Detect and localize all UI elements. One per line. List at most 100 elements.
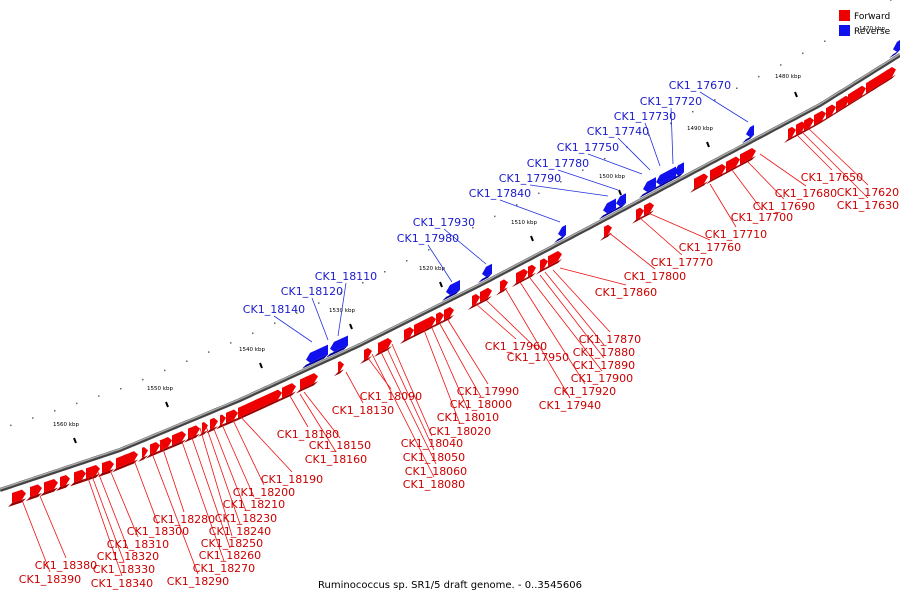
leader-line xyxy=(587,153,643,175)
gene-feature xyxy=(554,224,566,244)
gene-arrow xyxy=(482,263,492,277)
gene-label: CK1_17720 xyxy=(640,95,702,108)
gene-feature xyxy=(198,422,208,437)
gene-label: CK1_18110 xyxy=(315,270,377,283)
gene-label: CK1_17880 xyxy=(573,346,635,359)
gene-feature xyxy=(690,173,708,193)
gene-arrow xyxy=(694,173,708,189)
gene-side xyxy=(198,430,208,437)
kbp-tick xyxy=(530,235,534,242)
gene-side xyxy=(156,445,172,455)
gene-label: CK1_17920 xyxy=(554,385,616,398)
ruler-dot xyxy=(648,134,650,136)
leader-line xyxy=(759,153,807,187)
kbp-ruler: 1480 kbp 1490 kbp 1500 kbp 1510 kbp 1520 kbp… xyxy=(10,0,892,444)
gene-side xyxy=(822,112,836,123)
leader-line xyxy=(311,297,329,341)
leader-line xyxy=(544,271,605,346)
gene-feature xyxy=(810,110,826,130)
leader-line xyxy=(795,133,833,171)
leader-line xyxy=(747,161,785,200)
gene-feature xyxy=(600,224,612,241)
gene-arrow xyxy=(202,422,208,433)
gene-side xyxy=(742,134,754,144)
gene-side xyxy=(722,164,740,176)
ruler-dot xyxy=(32,417,34,419)
gene-arrow xyxy=(74,469,86,483)
ruler-dot xyxy=(318,302,320,304)
ruler-dot xyxy=(560,181,562,183)
gene-arrow xyxy=(172,431,186,446)
gene-side xyxy=(600,232,612,241)
gene-label: CK1_17940 xyxy=(539,399,601,412)
leader-lines xyxy=(21,91,869,577)
ruler-dot xyxy=(868,13,870,15)
gene-label: CK1_18040 xyxy=(401,437,463,450)
ruler-dot xyxy=(692,110,694,113)
gene-label: CK1_17620 xyxy=(837,186,899,199)
gene-feature xyxy=(476,287,492,306)
gene-side xyxy=(442,290,460,301)
ruler-dot xyxy=(230,342,232,344)
leader-line xyxy=(299,393,337,453)
gene-feature xyxy=(478,263,492,283)
gene-side xyxy=(70,478,86,487)
ruler-dot xyxy=(76,402,78,405)
ruler-dot xyxy=(54,410,56,412)
gene-arrow xyxy=(60,475,70,487)
leader-line xyxy=(447,319,489,385)
gene-side xyxy=(216,422,226,430)
gene-feature xyxy=(70,469,86,487)
ruler-dot xyxy=(714,99,716,101)
gene-label: CK1_18390 xyxy=(19,573,81,586)
gene-arrow xyxy=(330,335,348,352)
gene-label: CK1_17770 xyxy=(651,256,713,269)
gene-feature xyxy=(56,475,70,491)
gene-feature xyxy=(599,198,616,220)
gene-feature xyxy=(374,338,392,357)
gene-arrow xyxy=(604,224,612,237)
gene-side xyxy=(478,273,492,283)
gene-arrow xyxy=(788,126,796,139)
gene-arrow xyxy=(480,287,492,302)
gene-feature xyxy=(512,268,528,288)
gene-label: CK1_17700 xyxy=(731,211,793,224)
gene-label: CK1_18230 xyxy=(215,512,277,525)
gene-arrow xyxy=(338,361,344,373)
gene-arrow xyxy=(102,460,114,473)
leader-line xyxy=(149,447,199,575)
leader-line xyxy=(801,131,869,199)
gene-side xyxy=(334,369,344,377)
gene-arrow xyxy=(804,117,814,131)
gene-label: CK1_17630 xyxy=(837,199,899,212)
gene-label: CK1_18270 xyxy=(193,562,255,575)
gene-label: CK1_17890 xyxy=(573,359,635,372)
gene-label: CK1_18200 xyxy=(233,486,295,499)
gene-arrow xyxy=(226,409,238,423)
gene-side xyxy=(632,215,644,224)
gene-feature xyxy=(882,67,896,85)
gene-feature xyxy=(360,348,372,364)
gene-feature xyxy=(844,85,866,109)
kbp-tick xyxy=(439,281,443,288)
gene-side xyxy=(660,176,676,187)
ruler-dot xyxy=(472,227,474,229)
gene-side xyxy=(640,210,654,220)
gene-feature xyxy=(889,40,900,59)
gene-label: CK1_18150 xyxy=(309,439,371,452)
gene-label: CK1_17800 xyxy=(624,270,686,283)
kbp-label: 1490 kbp xyxy=(687,126,713,132)
gene-feature xyxy=(302,344,328,369)
gene-side xyxy=(496,287,508,296)
ruler-dot xyxy=(516,204,518,206)
gene-feature xyxy=(660,166,676,187)
gene-side xyxy=(706,171,726,185)
gene-side xyxy=(40,487,58,497)
gene-feature xyxy=(468,294,480,310)
leader-line xyxy=(289,395,309,428)
leader-line xyxy=(670,107,674,165)
leader-line xyxy=(475,303,517,340)
gene-arrow xyxy=(664,166,676,181)
gene-feature xyxy=(736,148,756,169)
ruler-dot xyxy=(98,395,100,397)
